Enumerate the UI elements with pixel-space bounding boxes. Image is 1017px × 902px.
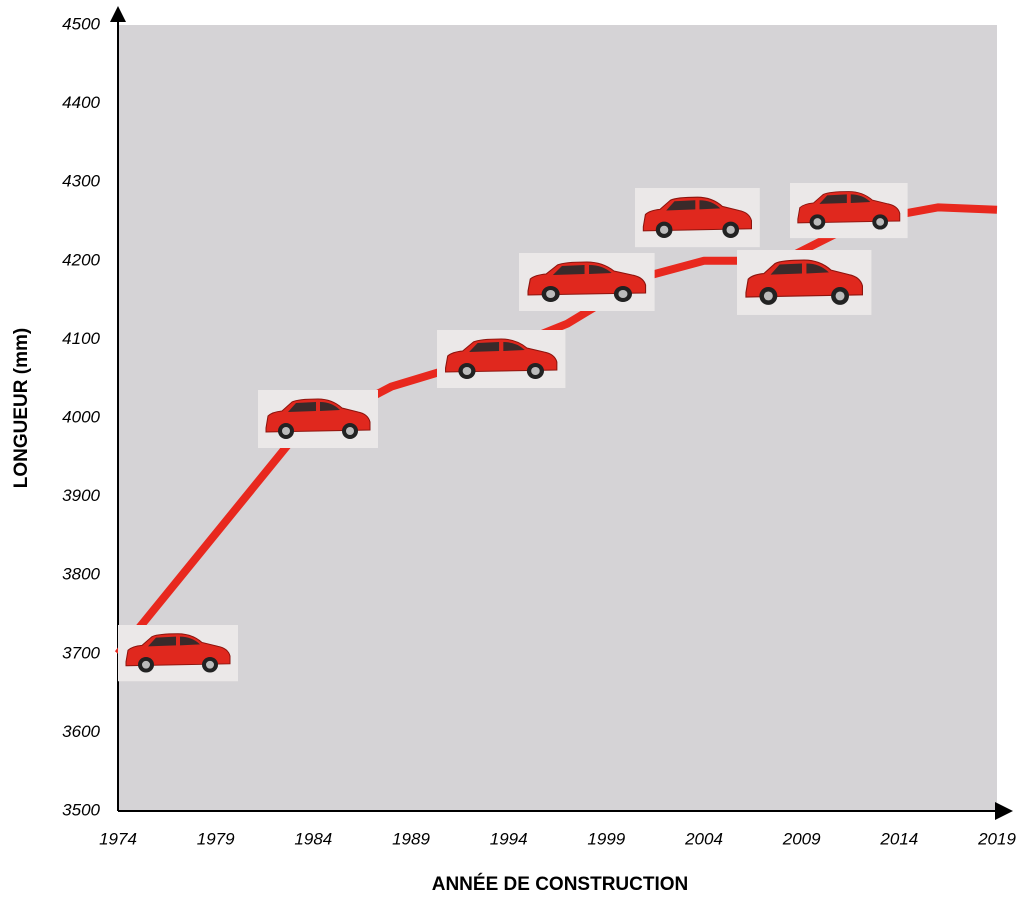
x-tick-label: 1974	[99, 829, 137, 848]
y-tick-label: 4400	[62, 93, 100, 112]
x-tick-label: 1989	[392, 829, 430, 848]
x-tick-label: 1979	[197, 829, 235, 848]
car-picture	[518, 252, 656, 312]
x-tick-label: 2014	[879, 829, 918, 848]
car-picture	[117, 624, 239, 682]
y-tick-label: 4500	[62, 14, 100, 33]
y-tick-label: 4200	[62, 250, 100, 269]
x-tick-label: 2019	[977, 829, 1016, 848]
car-picture	[736, 249, 872, 316]
car-picture	[436, 329, 566, 389]
y-tick-label: 3800	[62, 565, 100, 584]
y-tick-label: 3500	[62, 800, 100, 819]
x-tick-label: 2009	[782, 829, 821, 848]
car-picture	[634, 187, 761, 248]
plot-area	[118, 25, 997, 811]
x-tick-label: 1999	[587, 829, 625, 848]
x-tick-label: 1984	[294, 829, 332, 848]
y-tick-label: 4100	[62, 329, 100, 348]
car-picture	[257, 389, 379, 449]
y-axis-label: LONGUEUR (mm)	[11, 328, 32, 488]
y-tick-label: 3700	[62, 643, 100, 662]
y-tick-label: 4300	[62, 172, 100, 191]
y-tick-label: 3900	[62, 486, 100, 505]
y-tick-label: 3600	[62, 722, 100, 741]
y-tick-label: 4000	[62, 407, 100, 426]
y-axis-arrow	[110, 6, 126, 22]
x-axis-label: ANNÉE DE CONSTRUCTION	[432, 873, 689, 895]
car-picture	[789, 182, 909, 239]
x-tick-label: 2004	[684, 829, 723, 848]
x-axis-arrow	[995, 802, 1013, 820]
x-tick-label: 1994	[490, 829, 528, 848]
